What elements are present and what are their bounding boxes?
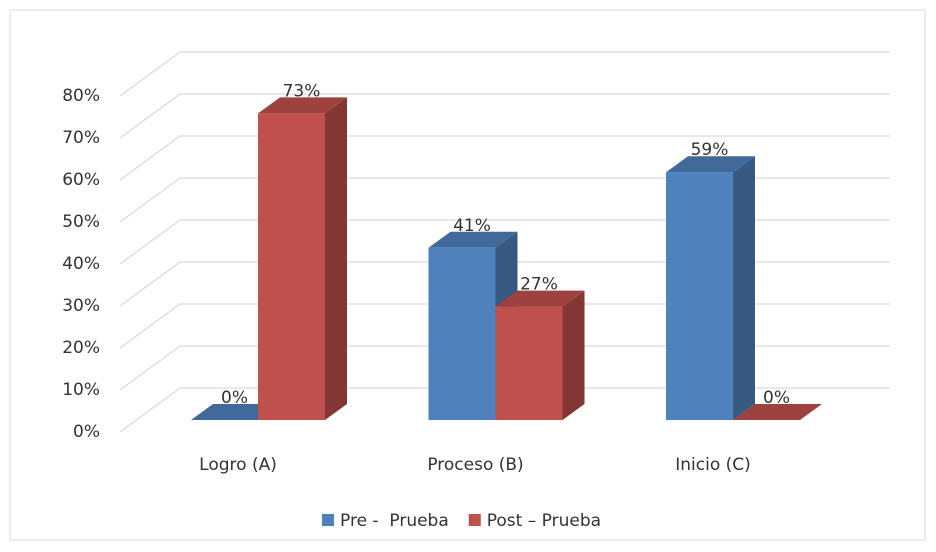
y-tick-label: 50%	[62, 212, 100, 232]
bar-top	[733, 404, 822, 420]
value-label: 0%	[221, 388, 248, 408]
x-tick-label: Inicio (C)	[675, 455, 751, 475]
value-label: 73%	[283, 81, 321, 101]
bar-side	[733, 156, 755, 420]
legend-label: Pre - Prueba	[340, 511, 449, 531]
y-tick-label: 0%	[73, 422, 100, 442]
bar-front	[258, 113, 325, 421]
value-label: 0%	[763, 388, 790, 408]
grid-line	[119, 303, 890, 349]
bar-side	[325, 97, 347, 421]
x-tick-label: Logro (A)	[199, 455, 277, 475]
bar-top	[495, 290, 585, 307]
value-label: 59%	[691, 140, 729, 160]
bar-front	[495, 306, 563, 420]
bar-top	[191, 404, 280, 420]
grid-line	[119, 135, 890, 181]
y-tick-label: 30%	[62, 296, 100, 316]
grid-line	[119, 93, 890, 139]
grid-line	[119, 387, 890, 433]
bar-front	[428, 247, 496, 420]
grid-line	[119, 261, 890, 307]
y-tick-label: 70%	[62, 128, 100, 148]
x-tick-label: Proceso (B)	[427, 455, 523, 475]
legend-label: Post – Prueba	[487, 511, 601, 531]
y-tick-label: 10%	[62, 380, 100, 400]
legend-swatch	[322, 514, 334, 526]
bar-front	[666, 172, 733, 420]
value-label: 27%	[520, 275, 558, 295]
bar-top	[258, 97, 347, 114]
value-label: 41%	[453, 216, 491, 236]
grid-line	[119, 51, 890, 97]
grid-line	[119, 177, 890, 223]
legend-swatch	[468, 514, 481, 526]
grid-line	[119, 219, 890, 265]
bar-top	[428, 231, 518, 248]
y-tick-label: 60%	[62, 170, 100, 190]
bar-top	[666, 156, 755, 173]
y-tick-label: 20%	[62, 338, 100, 358]
y-tick-label: 80%	[62, 86, 100, 106]
y-tick-label: 40%	[62, 254, 100, 274]
bar-side	[562, 290, 585, 420]
grid-line	[119, 345, 890, 391]
